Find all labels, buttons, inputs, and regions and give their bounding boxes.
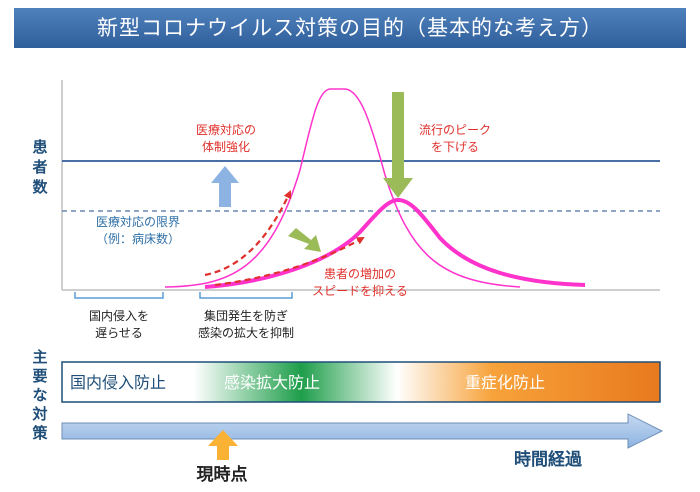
peak-down-line-2: を下げる bbox=[431, 140, 479, 154]
measure-severe: 重症化防止 bbox=[465, 373, 545, 392]
side-label-char-3: な bbox=[32, 386, 47, 404]
peak-curve-flattened bbox=[204, 197, 586, 289]
trend-arrow-slow bbox=[214, 237, 365, 287]
border-delay-line-1: 国内侵入を bbox=[89, 308, 149, 323]
capacity-up-line-1: 医療対応の bbox=[196, 123, 256, 137]
border-delay-line-2: 遅らせる bbox=[95, 326, 143, 340]
slow-growth-line-2: スピードを抑える bbox=[312, 283, 408, 298]
now-label: 現時点 bbox=[197, 464, 248, 485]
time-arrow-icon bbox=[61, 413, 664, 449]
y-label-char-2: 者 bbox=[32, 158, 47, 176]
bracket-border-delay bbox=[74, 292, 164, 299]
capacity-limit-annotation: 医療対応の限界 （例：病床数） bbox=[96, 215, 180, 246]
side-label-char-4: 対 bbox=[31, 405, 47, 423]
measure-border: 国内侵入防止 bbox=[70, 373, 166, 392]
peak-down-annotation: 流行のピーク を下げる bbox=[419, 123, 491, 154]
trend-arrow-steep bbox=[204, 190, 292, 277]
y-label-char-3: 数 bbox=[32, 178, 48, 196]
peak-curve-uncontrolled bbox=[164, 88, 521, 288]
capacity-limit-line-2: （例：病床数） bbox=[96, 231, 180, 246]
page-title: 新型コロナウイルス対策の目的（基本的な考え方） bbox=[97, 16, 603, 40]
y-axis-label: 患 者 数 bbox=[32, 138, 48, 196]
bracket-cluster-prevent bbox=[199, 292, 293, 299]
capacity-up-line-2: 体制強化 bbox=[202, 140, 250, 154]
title-bar: 新型コロナウイルス対策の目的（基本的な考え方） bbox=[14, 8, 686, 48]
time-label: 時間経過 bbox=[514, 449, 583, 470]
border-delay-annotation: 国内侵入を 遅らせる bbox=[89, 308, 149, 340]
now-arrow-icon bbox=[208, 430, 238, 460]
capacity-up-annotation: 医療対応の 体制強化 bbox=[196, 123, 256, 154]
capacity-up-arrow-icon bbox=[211, 166, 239, 207]
side-label-char-2: 要 bbox=[32, 367, 47, 385]
capacity-limit-line-1: 医療対応の限界 bbox=[96, 215, 180, 229]
slow-growth-line-1: 患者の増加の bbox=[324, 267, 396, 281]
cluster-prevent-annotation: 集団発生を防ぎ 感染の拡大を抑制 bbox=[198, 308, 294, 340]
y-label-char-1: 患 bbox=[32, 138, 47, 156]
cluster-prevent-line-2: 感染の拡大を抑制 bbox=[198, 325, 294, 340]
peak-down-arrow-icon bbox=[383, 92, 413, 198]
measure-spread: 感染拡大防止 bbox=[224, 373, 320, 392]
cluster-prevent-line-1: 集団発生を防ぎ bbox=[204, 308, 288, 323]
side-label-char-5: 策 bbox=[31, 424, 48, 442]
measures-band bbox=[61, 361, 661, 403]
side-label: 主 要 な 対 策 bbox=[31, 348, 48, 442]
slow-growth-annotation: 患者の増加の スピードを抑える bbox=[312, 267, 408, 298]
slow-growth-arrow-icon bbox=[288, 228, 321, 252]
peak-down-line-1: 流行のピーク bbox=[419, 123, 491, 137]
side-label-char-1: 主 bbox=[32, 348, 47, 366]
